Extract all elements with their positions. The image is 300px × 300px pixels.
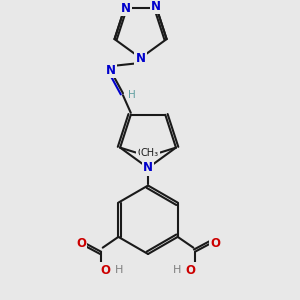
Text: N: N (143, 161, 153, 174)
Text: H: H (115, 265, 123, 275)
Text: O: O (185, 264, 195, 277)
Text: N: N (120, 2, 130, 15)
Text: H: H (128, 90, 136, 100)
Text: CH₃: CH₃ (141, 148, 159, 158)
Text: N: N (106, 64, 116, 77)
Text: O: O (76, 237, 86, 250)
Text: O: O (101, 264, 111, 277)
Text: O: O (210, 237, 220, 250)
Text: H: H (173, 265, 182, 275)
Text: N: N (151, 0, 161, 13)
Text: N: N (136, 52, 146, 64)
Text: CH₃: CH₃ (137, 148, 155, 158)
